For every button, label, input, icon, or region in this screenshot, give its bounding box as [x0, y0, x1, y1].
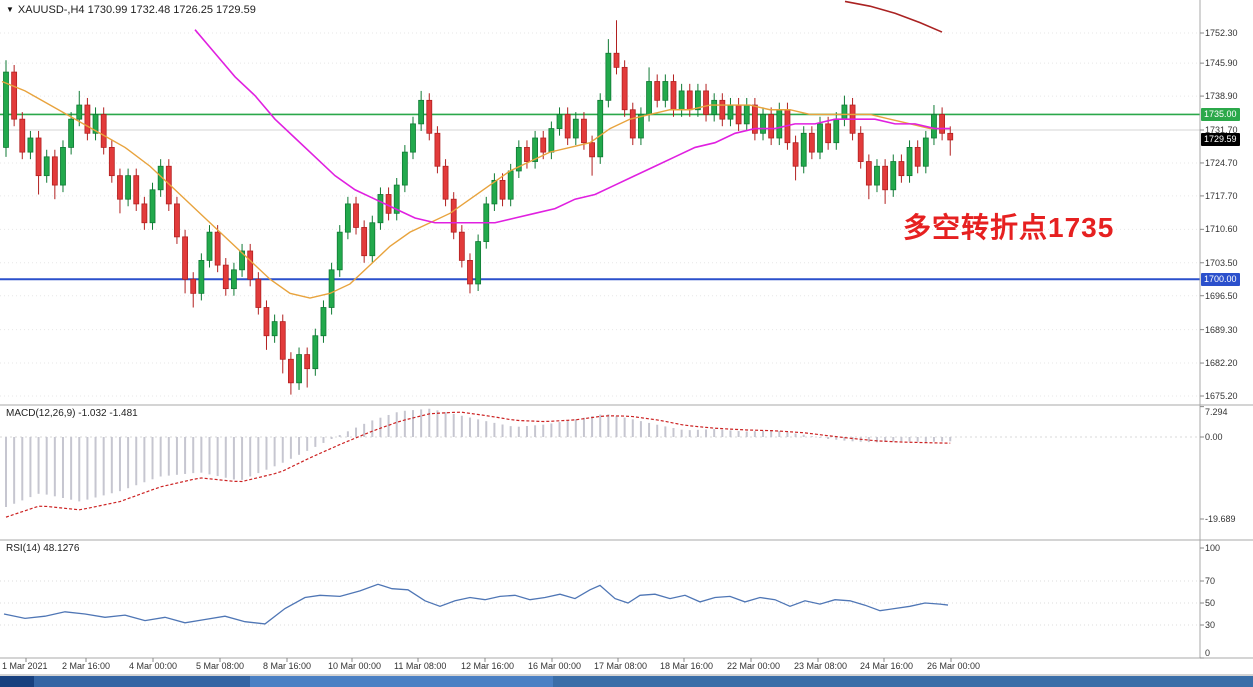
time-axis-label: 1 Mar 2021	[2, 661, 48, 671]
ma-long-line	[844, 0, 943, 33]
price-axis-label: 1703.50	[1205, 257, 1238, 268]
price-axis-label: 1752.30	[1205, 28, 1238, 38]
macd-indicator-label: MACD(12,26,9) -1.032 -1.481	[6, 408, 138, 419]
price-axis-label: 1689.30	[1205, 324, 1238, 335]
time-axis-label: 17 Mar 08:00	[594, 661, 648, 671]
time-axis-label: 16 Mar 00:00	[528, 661, 582, 671]
price-level-tag[interactable]: 1735.00	[1201, 107, 1240, 121]
time-axis-label: 22 Mar 00:00	[727, 661, 781, 671]
price-axis-label: 1745.90	[1205, 58, 1238, 69]
macd-axis-label: 7.294	[1205, 407, 1228, 417]
time-axis-label: 8 Mar 16:00	[263, 661, 312, 671]
price-axis-label: 1731.70	[1205, 124, 1238, 135]
taskbar-segment[interactable]	[0, 676, 34, 687]
taskbar-segment[interactable]	[553, 676, 1253, 687]
taskbar-strip[interactable]	[0, 676, 1253, 687]
rsi-axis-label: 100	[1205, 543, 1221, 553]
chart-title-text: XAUUSD-,H4 1730.99 1732.48 1726.25 1729.…	[17, 4, 256, 16]
collapse-triangle-icon[interactable]: ▼	[6, 5, 14, 14]
ma-fast-line	[1, 80, 950, 299]
price-axis-label: 1682.20	[1205, 358, 1238, 369]
time-axis-label: 10 Mar 00:00	[328, 661, 382, 671]
time-axis-label: 5 Mar 08:00	[196, 661, 245, 671]
price-axis-label: 1675.20	[1205, 391, 1238, 401]
price-axis-label: 1717.70	[1205, 190, 1238, 201]
time-axis-label: 11 Mar 08:00	[394, 661, 447, 671]
price-level-tag[interactable]: 1729.59	[1201, 133, 1240, 147]
candles-series	[3, 20, 954, 395]
rsi-line	[3, 583, 949, 625]
time-axis-label: 23 Mar 08:00	[794, 661, 848, 671]
time-axis-label: 12 Mar 16:00	[461, 661, 515, 671]
price-level-tag[interactable]: 1700.00	[1201, 272, 1240, 286]
rsi-axis-label: 50	[1205, 598, 1216, 608]
macd-signal-line	[5, 411, 951, 518]
rsi-indicator-label: RSI(14) 48.1276	[6, 543, 80, 554]
price-axis-label: 1710.60	[1205, 224, 1238, 235]
macd-axis-label: 0.00	[1205, 432, 1223, 442]
ma-slow-line	[194, 29, 950, 224]
rsi-axis-label: 70	[1205, 576, 1216, 586]
price-axis-label: 1696.50	[1205, 290, 1238, 301]
price-axis-label: 1738.90	[1205, 91, 1238, 102]
time-axis-label: 4 Mar 00:00	[129, 661, 178, 671]
time-axis-label: 2 Mar 16:00	[62, 661, 111, 671]
macd-histogram	[5, 408, 952, 507]
annotation-text: 多空转折点1735	[903, 212, 1115, 243]
taskbar-segment[interactable]	[250, 676, 553, 687]
chart-title: ▼ XAUUSD-,H4 1730.99 1732.48 1726.25 172…	[6, 4, 256, 16]
time-axis-label: 26 Mar 00:00	[927, 661, 981, 671]
rsi-axis-label: 0	[1205, 648, 1211, 658]
time-axis-label: 18 Mar 16:00	[660, 661, 714, 671]
macd-axis-label: -19.689	[1205, 514, 1236, 524]
price-axis-label: 1724.70	[1205, 157, 1238, 168]
rsi-axis-label: 30	[1205, 620, 1216, 630]
time-axis-label: 24 Mar 16:00	[860, 661, 914, 671]
taskbar-segment[interactable]	[34, 676, 250, 687]
